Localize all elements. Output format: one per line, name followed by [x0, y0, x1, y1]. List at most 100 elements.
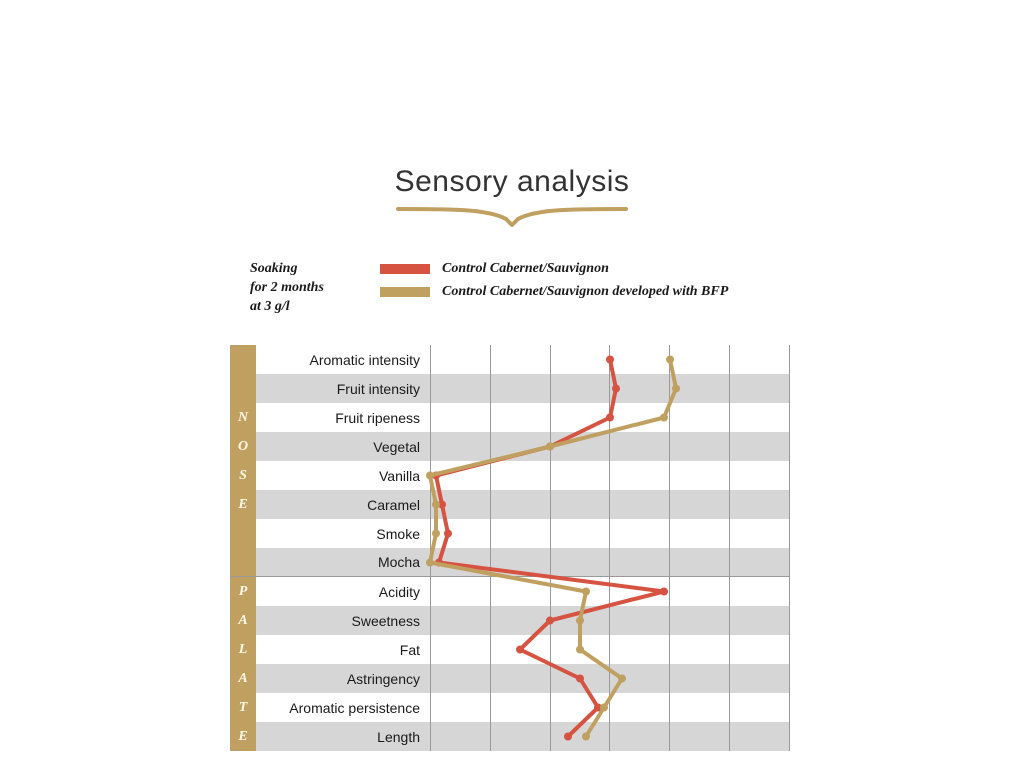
- subtitle-line1: Soaking: [250, 261, 297, 276]
- grid-cell: [550, 345, 610, 374]
- legend: Control Cabernet/Sauvignon Control Caber…: [380, 260, 790, 306]
- attribute-label: Acidity: [256, 577, 430, 606]
- chart-row: ASweetness: [230, 606, 790, 635]
- grid-cell: [490, 490, 550, 519]
- grid-cell: [490, 374, 550, 403]
- section-letter: A: [230, 664, 256, 693]
- grid-cell: [550, 577, 610, 606]
- grid-cells: [430, 548, 790, 576]
- chart-row: Mocha: [230, 548, 790, 577]
- grid-cell: [669, 606, 729, 635]
- grid-cell: [430, 606, 490, 635]
- grid-cell: [490, 577, 550, 606]
- grid-cells: [430, 577, 790, 606]
- section-letter: [230, 548, 256, 576]
- attribute-label: Sweetness: [256, 606, 430, 635]
- grid-cell: [609, 345, 669, 374]
- grid-cell: [729, 664, 790, 693]
- grid-cells: [430, 519, 790, 548]
- attribute-label: Vanilla: [256, 461, 430, 490]
- section-letter: O: [230, 432, 256, 461]
- subtitle-line3: at 3 g/l: [250, 299, 290, 314]
- grid-cell: [669, 345, 729, 374]
- attribute-label: Fat: [256, 635, 430, 664]
- grid-cells: [430, 461, 790, 490]
- section-letter: A: [230, 606, 256, 635]
- chart-row: AAstringency: [230, 664, 790, 693]
- chart-row: OVegetal: [230, 432, 790, 461]
- grid-cell: [609, 403, 669, 432]
- grid-cell: [430, 519, 490, 548]
- grid-cell: [490, 722, 550, 751]
- grid-cell: [430, 635, 490, 664]
- grid-cell: [430, 664, 490, 693]
- grid-cell: [550, 664, 610, 693]
- grid-cell: [430, 345, 490, 374]
- legend-item: Control Cabernet/Sauvignon: [380, 260, 790, 279]
- grid-cell: [550, 432, 610, 461]
- grid-cells: [430, 693, 790, 722]
- attribute-label: Fruit ripeness: [256, 403, 430, 432]
- grid-cell: [669, 548, 729, 576]
- grid-cell: [609, 374, 669, 403]
- grid-cells: [430, 664, 790, 693]
- sensory-chart: Aromatic intensityFruit intensityNFruit …: [230, 345, 790, 751]
- grid-cell: [490, 548, 550, 576]
- legend-label: Control Cabernet/Sauvignon developed wit…: [442, 283, 728, 302]
- grid-cell: [550, 374, 610, 403]
- grid-cell: [669, 664, 729, 693]
- legend-swatch: [380, 264, 430, 274]
- legend-item: Control Cabernet/Sauvignon developed wit…: [380, 283, 790, 302]
- grid-cell: [550, 461, 610, 490]
- title-ornament: [392, 205, 632, 227]
- attribute-label: Aromatic persistence: [256, 693, 430, 722]
- chart-row: ECaramel: [230, 490, 790, 519]
- grid-cell: [550, 635, 610, 664]
- grid-cell: [550, 693, 610, 722]
- grid-cell: [490, 635, 550, 664]
- grid-cell: [609, 635, 669, 664]
- grid-cell: [550, 722, 610, 751]
- grid-cell: [550, 548, 610, 576]
- section-letter: [230, 345, 256, 374]
- chart-row: TAromatic persistence: [230, 693, 790, 722]
- grid-cell: [490, 664, 550, 693]
- grid-cell: [669, 461, 729, 490]
- grid-cell: [669, 635, 729, 664]
- grid-cell: [430, 693, 490, 722]
- grid-cell: [729, 345, 790, 374]
- grid-cells: [430, 403, 790, 432]
- chart-row: ELength: [230, 722, 790, 751]
- grid-cell: [550, 403, 610, 432]
- grid-cell: [729, 577, 790, 606]
- subtitle-line2: for 2 months: [250, 280, 324, 295]
- grid-cell: [490, 606, 550, 635]
- chart-row: SVanilla: [230, 461, 790, 490]
- grid-cell: [729, 635, 790, 664]
- grid-cell: [669, 577, 729, 606]
- grid-cell: [669, 722, 729, 751]
- grid-cell: [490, 461, 550, 490]
- grid-cell: [729, 693, 790, 722]
- grid-cell: [669, 403, 729, 432]
- grid-cell: [609, 577, 669, 606]
- grid-cell: [430, 461, 490, 490]
- grid-cells: [430, 635, 790, 664]
- chart-row: NFruit ripeness: [230, 403, 790, 432]
- grid-cell: [729, 606, 790, 635]
- section-letter: P: [230, 577, 256, 606]
- grid-cells: [430, 722, 790, 751]
- grid-cell: [609, 490, 669, 519]
- chart-row: Fruit intensity: [230, 374, 790, 403]
- grid-cell: [729, 490, 790, 519]
- section-letter: T: [230, 693, 256, 722]
- attribute-label: Aromatic intensity: [256, 345, 430, 374]
- grid-cell: [609, 432, 669, 461]
- grid-cell: [550, 490, 610, 519]
- grid-cell: [669, 693, 729, 722]
- section-letter: [230, 374, 256, 403]
- grid-cell: [430, 490, 490, 519]
- grid-cell: [430, 403, 490, 432]
- attribute-label: Vegetal: [256, 432, 430, 461]
- section-letter: E: [230, 490, 256, 519]
